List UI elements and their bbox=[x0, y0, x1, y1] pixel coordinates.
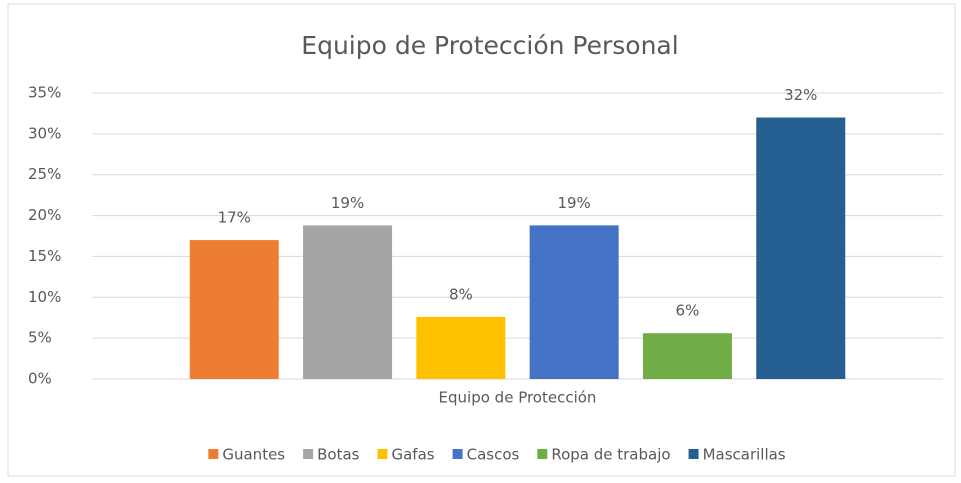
y-tick-label: 0% bbox=[28, 370, 52, 388]
bar bbox=[642, 333, 732, 379]
y-tick-label: 30% bbox=[28, 124, 61, 142]
chart-title: Equipo de Protección Personal bbox=[301, 31, 678, 60]
x-tick-label: Equipo de Protección bbox=[439, 389, 597, 407]
bar bbox=[529, 225, 619, 379]
legend-swatch bbox=[303, 449, 314, 459]
y-tick-label: 25% bbox=[28, 165, 61, 183]
bar bbox=[189, 240, 279, 379]
legend-label: Cascos bbox=[467, 446, 520, 464]
legend-swatch bbox=[452, 449, 463, 459]
y-tick-label: 15% bbox=[28, 247, 61, 265]
y-tick-label: 20% bbox=[28, 206, 61, 224]
legend-swatch bbox=[537, 449, 548, 459]
legend-label: Guantes bbox=[222, 446, 285, 464]
y-tick-label: 10% bbox=[28, 288, 61, 306]
data-label: 19% bbox=[557, 194, 590, 212]
data-label: 6% bbox=[676, 302, 700, 320]
legend-label: Botas bbox=[317, 446, 360, 464]
bar bbox=[416, 316, 506, 379]
legend-label: Mascarillas bbox=[703, 446, 786, 464]
legend-label: Ropa de trabajo bbox=[551, 446, 670, 464]
data-label: 8% bbox=[449, 285, 473, 303]
data-label: 32% bbox=[784, 86, 817, 104]
legend-swatch bbox=[688, 449, 699, 459]
legend-swatch bbox=[208, 449, 219, 459]
data-label: 19% bbox=[331, 194, 364, 212]
legend-swatch bbox=[377, 449, 388, 459]
y-tick-label: 5% bbox=[28, 329, 52, 347]
legend-label: Gafas bbox=[391, 446, 434, 464]
bar bbox=[303, 225, 393, 379]
y-tick-label: 35% bbox=[28, 84, 61, 102]
data-label: 17% bbox=[218, 209, 251, 227]
bar bbox=[756, 117, 846, 379]
